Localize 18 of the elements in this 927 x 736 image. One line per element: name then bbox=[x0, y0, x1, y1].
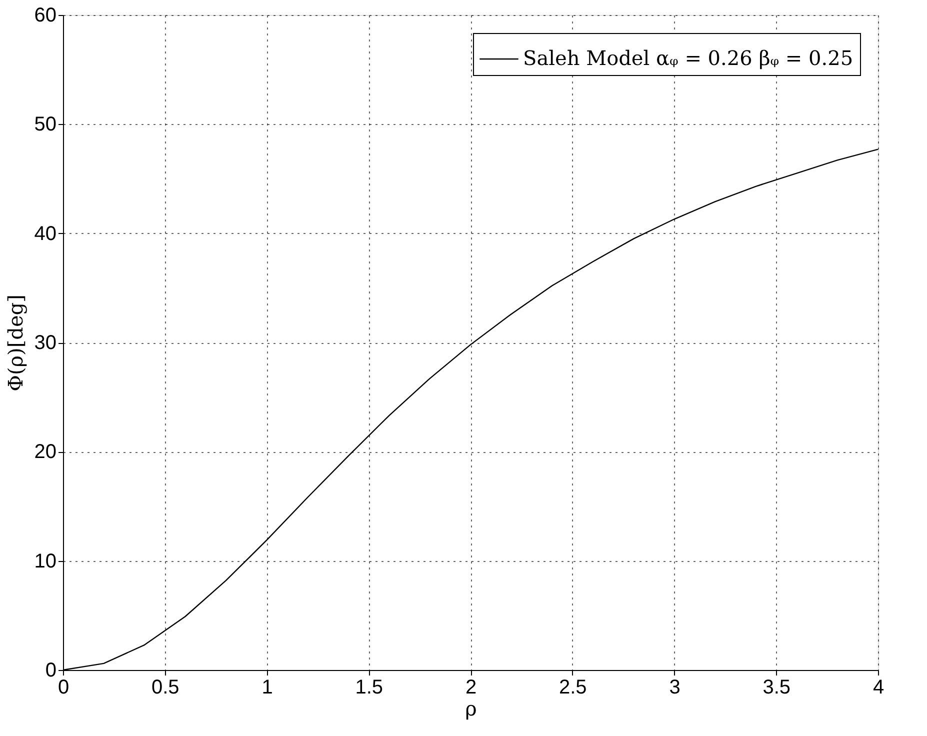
x-tick-label: 3.5 bbox=[762, 676, 791, 698]
y-tick-label: 40 bbox=[34, 222, 56, 245]
y-tick-label: 50 bbox=[34, 114, 56, 136]
x-tick-label: 1 bbox=[262, 676, 273, 698]
x-tick-label: 4 bbox=[872, 676, 884, 698]
y-tick-label: 60 bbox=[34, 4, 56, 26]
y-axis-title: Φ(ρ)[deg] bbox=[3, 294, 28, 392]
x-axis-title: ρ bbox=[465, 696, 477, 720]
legend-label: Saleh Model αᵩ = 0.26 βᵩ = 0.25 bbox=[523, 46, 854, 70]
y-tick-label: 0 bbox=[45, 660, 56, 682]
x-tick-label: 2 bbox=[465, 676, 477, 698]
y-tick-label: 10 bbox=[34, 550, 56, 572]
y-tick-label: 30 bbox=[34, 332, 56, 354]
y-tick-label: 20 bbox=[34, 441, 56, 464]
x-tick-label: 3 bbox=[669, 676, 680, 698]
x-tick-label: 2.5 bbox=[558, 676, 587, 698]
x-tick-label: 0.5 bbox=[151, 676, 180, 698]
x-tick-label: 1.5 bbox=[355, 676, 384, 698]
